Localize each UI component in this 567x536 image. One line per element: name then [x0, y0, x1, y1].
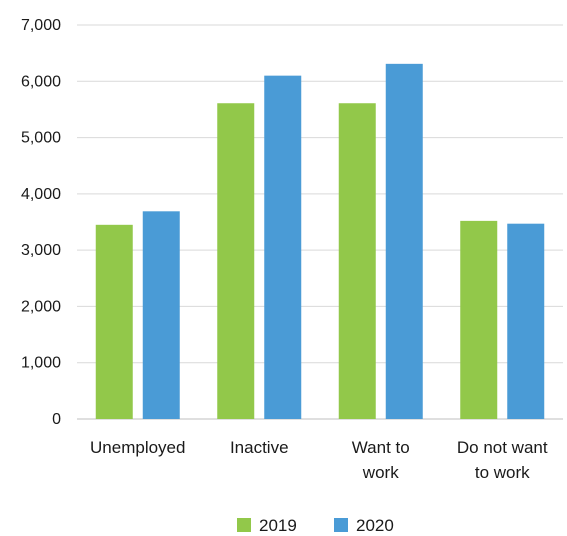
- y-tick-label: 6,000: [21, 73, 61, 90]
- y-tick-label: 0: [52, 411, 61, 428]
- bar-2019-2: [338, 103, 376, 419]
- y-tick-label: 4,000: [21, 186, 61, 203]
- bar-2020-0: [142, 211, 180, 419]
- legend-swatch-2019: [237, 518, 251, 532]
- x-category-label: Inactive: [230, 438, 289, 457]
- y-tick-label: 1,000: [21, 355, 61, 372]
- x-category-label: to work: [475, 463, 530, 482]
- x-category-label: work: [362, 463, 399, 482]
- y-tick-label: 3,000: [21, 242, 61, 259]
- legend-label-2019: 2019: [259, 516, 297, 535]
- bars: [95, 63, 545, 420]
- x-axis-categories: Unemployed Inactive Want to work Do not want…: [90, 438, 548, 482]
- bar-2020-2: [385, 63, 423, 419]
- bar-2019-1: [217, 103, 255, 419]
- bar-2020-3: [507, 223, 545, 419]
- y-tick-label: 5,000: [21, 130, 61, 147]
- y-axis-ticks: 0 1,000 2,000 3,000 4,000 5,000 6,000 7,000: [21, 17, 61, 428]
- legend: 2019 2020: [237, 516, 394, 535]
- legend-swatch-2020: [334, 518, 348, 532]
- x-category-label: Do not want: [457, 438, 548, 457]
- bar-2019-3: [460, 220, 498, 419]
- bar-2019-0: [95, 224, 133, 419]
- y-tick-label: 2,000: [21, 298, 61, 315]
- y-tick-label: 7,000: [21, 17, 61, 34]
- legend-label-2020: 2020: [356, 516, 394, 535]
- x-category-label: Want to: [352, 438, 410, 457]
- x-category-label: Unemployed: [90, 438, 185, 457]
- bar-2020-1: [264, 75, 302, 420]
